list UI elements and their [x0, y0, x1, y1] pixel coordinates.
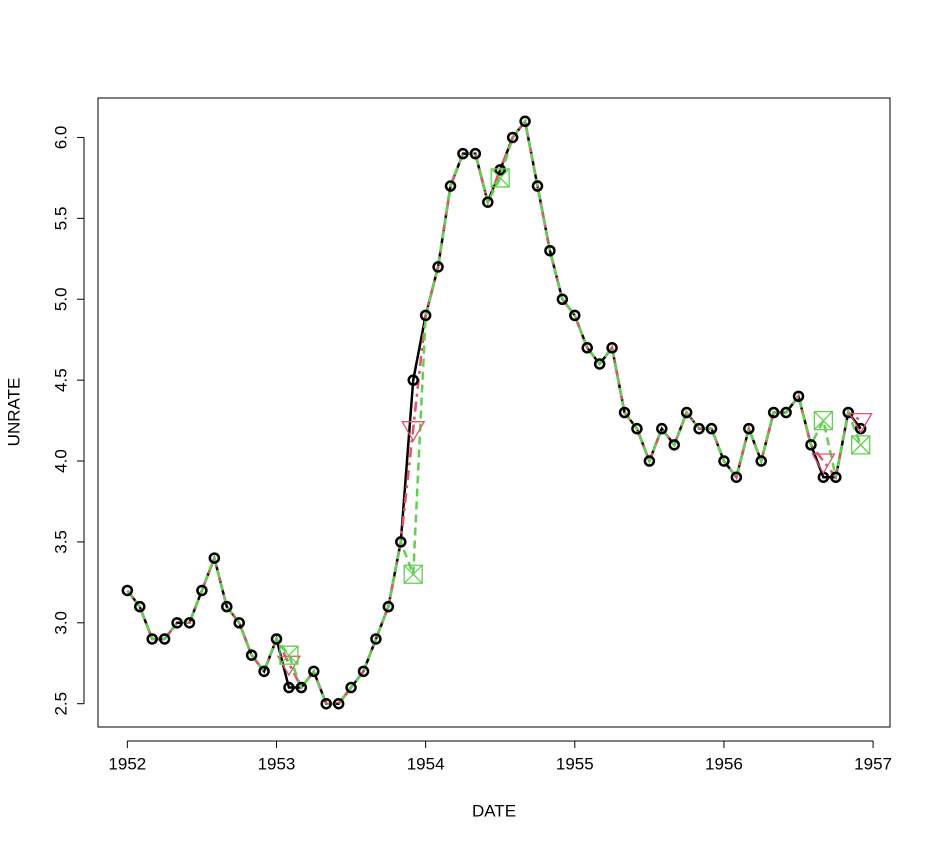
- point-square-x: [403, 564, 423, 584]
- point-circle: [345, 681, 357, 694]
- point-circle: [357, 665, 370, 678]
- point-circle: [258, 665, 270, 678]
- point-circle: [183, 617, 196, 629]
- x-axis-title: DATE: [472, 801, 516, 820]
- point-circle: [506, 131, 519, 144]
- point-circle: [780, 406, 792, 419]
- point-square-x: [490, 168, 510, 188]
- point-triangle: [401, 421, 426, 442]
- point-circle: [643, 455, 656, 467]
- point-circle: [320, 697, 332, 710]
- x-tick-label: 1954: [407, 754, 445, 773]
- point-circle: [469, 147, 482, 160]
- point-circle: [270, 633, 283, 645]
- y-tick-label: 3.0: [51, 611, 70, 635]
- point-circle: [805, 439, 817, 451]
- point-circle: [245, 649, 258, 661]
- x-tick-label: 1957: [854, 754, 892, 773]
- y-tick-label: 5.5: [51, 207, 70, 231]
- point-circle: [792, 390, 805, 403]
- point-circle: [295, 681, 308, 694]
- point-circle: [332, 697, 345, 710]
- point-circle: [146, 633, 158, 645]
- point-circle: [196, 584, 208, 597]
- x-tick-label: 1956: [705, 754, 743, 773]
- point-circle: [121, 584, 134, 597]
- point-circle: [544, 244, 556, 257]
- point-square-x: [279, 645, 299, 665]
- point-triangle: [811, 453, 836, 475]
- point-circle: [718, 455, 730, 467]
- y-tick-label: 6.0: [51, 126, 70, 150]
- point-circle: [730, 471, 743, 483]
- series-line: [126, 118, 862, 705]
- point-circle: [531, 180, 544, 192]
- point-circle: [221, 600, 233, 613]
- point-circle: [705, 422, 718, 435]
- point-circle: [208, 552, 221, 564]
- point-square-x: [813, 410, 834, 431]
- point-circle: [444, 180, 457, 192]
- point-circle: [593, 358, 606, 370]
- x-tick-label: 1952: [108, 754, 146, 773]
- point-circle: [283, 681, 295, 694]
- series-line: [126, 118, 862, 705]
- point-circle: [171, 617, 183, 629]
- point-circle: [767, 406, 780, 419]
- point-circle: [134, 600, 146, 613]
- x-tick-label: 1955: [556, 754, 594, 773]
- point-circle: [482, 196, 494, 208]
- point-square-x: [851, 435, 871, 455]
- point-circle: [755, 455, 767, 467]
- point-circle: [519, 115, 531, 128]
- point-circle: [743, 422, 755, 435]
- point-circle: [419, 309, 432, 322]
- point-circle: [395, 536, 407, 548]
- point-circle: [581, 342, 593, 354]
- y-tick-label: 5.0: [51, 287, 70, 311]
- point-circle: [569, 309, 581, 322]
- y-axis-title: UNRATE: [4, 378, 23, 447]
- point-circle: [668, 439, 680, 451]
- point-circle: [432, 261, 444, 273]
- y-tick-label: 4.5: [51, 368, 70, 392]
- point-triangle: [848, 412, 873, 434]
- y-tick-label: 3.5: [51, 530, 70, 554]
- point-circle: [680, 406, 693, 419]
- series-line: [126, 118, 862, 705]
- point-triangle: [276, 655, 302, 677]
- point-circle: [494, 164, 506, 176]
- point-circle: [693, 422, 705, 435]
- point-circle: [158, 633, 171, 645]
- point-circle: [407, 374, 419, 386]
- x-tick-label: 1953: [258, 754, 296, 773]
- point-circle: [233, 617, 245, 629]
- point-circle: [370, 633, 382, 645]
- point-circle: [830, 471, 842, 483]
- point-circle: [556, 293, 569, 306]
- point-circle: [842, 406, 854, 419]
- point-circle: [656, 422, 668, 435]
- point-circle: [382, 600, 395, 613]
- plot-frame: [97, 97, 891, 728]
- point-circle: [631, 422, 643, 435]
- point-circle: [457, 147, 469, 160]
- y-tick-label: 2.5: [51, 692, 70, 716]
- y-tick-label: 4.0: [51, 449, 70, 473]
- point-circle: [308, 665, 320, 678]
- point-circle: [606, 342, 618, 354]
- point-circle: [618, 406, 631, 419]
